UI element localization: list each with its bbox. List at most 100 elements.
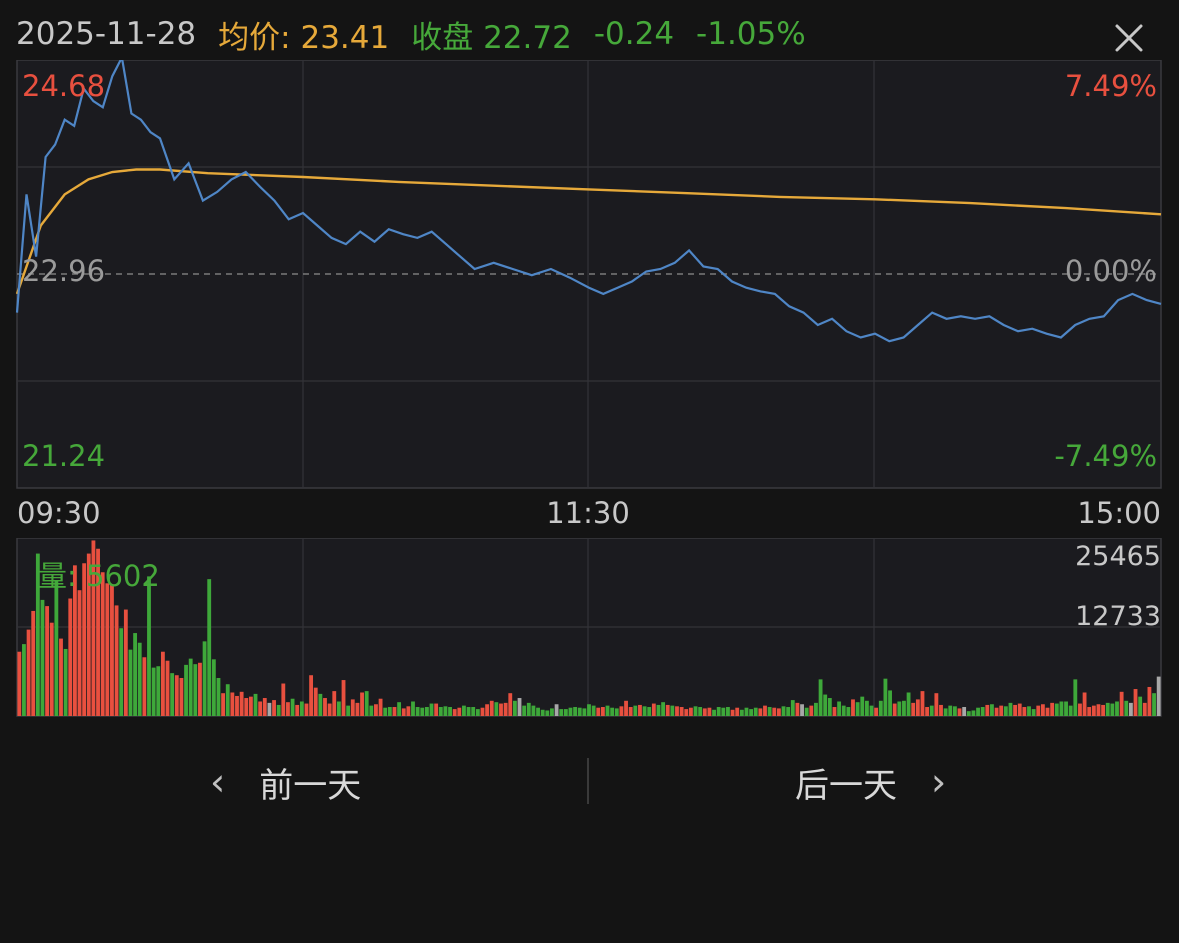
volume-bar — [137, 642, 142, 716]
volume-bar — [434, 703, 439, 716]
volume-bar — [35, 553, 40, 716]
volume-bar — [536, 707, 540, 716]
volume-bar — [401, 708, 406, 716]
volume-bar — [943, 708, 948, 716]
volume-bar — [1027, 706, 1031, 716]
volume-bar — [415, 707, 420, 716]
volume-bar — [369, 705, 374, 716]
volume-bar — [336, 701, 341, 716]
volume-bar — [897, 701, 902, 716]
volume-bar — [378, 698, 383, 716]
volume-bar — [142, 657, 147, 716]
time-label-midday: 11:30 — [546, 496, 630, 530]
volume-bar — [651, 703, 656, 716]
volume-bar — [286, 702, 290, 716]
trade-date: 2025-11-28 — [16, 16, 197, 52]
volume-bar — [531, 705, 536, 716]
volume-bar — [939, 704, 943, 716]
volume-bar — [1045, 707, 1050, 716]
volume-bar — [1068, 705, 1073, 716]
close-button[interactable] — [1113, 22, 1145, 54]
volume-bar — [1105, 702, 1110, 716]
volume-bar — [693, 706, 698, 716]
next-day-label: 后一天 — [795, 765, 897, 806]
volume-bar — [878, 700, 883, 716]
volume-bar — [587, 704, 591, 716]
volume-bar — [554, 704, 559, 716]
volume-bar — [244, 698, 249, 716]
volume-bar — [160, 651, 165, 716]
volume-bar — [471, 707, 476, 716]
volume-bar — [503, 702, 508, 716]
volume-bar — [156, 666, 161, 716]
prev-day-label: 前一天 — [259, 765, 362, 806]
volume-bar — [841, 705, 846, 716]
volume-bar — [211, 659, 216, 716]
prev-day-button[interactable]: ‹ 前一天 — [210, 752, 361, 812]
y-label-bottom: 21.24 — [22, 439, 105, 473]
volume-bar — [91, 540, 96, 716]
volume-bar — [299, 701, 304, 716]
volume-bar — [888, 690, 892, 716]
next-day-button[interactable]: 后一天 › — [795, 752, 946, 812]
volume-bar — [517, 698, 522, 716]
volume-bar — [489, 700, 494, 716]
volume-bar — [485, 704, 490, 716]
volume-bar — [304, 703, 309, 716]
volume-bar — [874, 707, 879, 716]
volume-bar — [985, 704, 990, 716]
volume-bar — [1115, 701, 1119, 716]
volume-bar — [1040, 704, 1045, 716]
volume-bar — [1142, 702, 1147, 716]
volume-bar — [188, 658, 193, 716]
volume-bar — [730, 709, 735, 716]
volume-bar — [77, 590, 82, 716]
volume-bar — [670, 705, 675, 716]
volume-bar — [114, 605, 119, 716]
volume-bar — [406, 706, 411, 716]
volume-bar — [568, 707, 573, 716]
pct-label-top: 7.49% — [1065, 69, 1157, 103]
volume-bar — [355, 702, 360, 716]
volume-bar — [318, 693, 323, 716]
volume-bar — [698, 707, 703, 716]
volume-bar — [262, 698, 267, 716]
volume-bar — [86, 553, 91, 716]
volume-bar — [239, 691, 244, 716]
volume-bar — [522, 705, 527, 716]
volume-bar — [82, 563, 87, 716]
volume-bar — [360, 692, 364, 716]
volume-bar — [198, 662, 202, 716]
volume-bar — [313, 687, 318, 716]
volume-bar — [1054, 703, 1059, 716]
volume-bar — [346, 705, 351, 716]
volume-bar — [605, 705, 610, 716]
volume-bar — [1050, 702, 1055, 716]
volume-bar — [253, 693, 258, 716]
volume-bar — [221, 693, 226, 716]
volume-bar — [739, 709, 744, 716]
volume-bar — [786, 707, 791, 716]
volume-bar — [661, 702, 666, 716]
volume-bar — [174, 675, 179, 716]
volume-bar — [920, 691, 925, 716]
volume-bar — [610, 707, 615, 716]
volume-bar — [1096, 704, 1101, 716]
volume-bar — [902, 700, 906, 716]
volume-bar — [1156, 676, 1161, 716]
volume-bar — [684, 709, 689, 716]
volume-bars — [17, 540, 1161, 716]
volume-bar — [170, 673, 175, 716]
volume-bar — [795, 702, 800, 716]
volume-bar — [624, 700, 628, 716]
volume-bar — [290, 698, 295, 716]
volume-bar — [1128, 702, 1133, 716]
volume-bar — [809, 705, 814, 716]
volume-bar — [17, 651, 22, 716]
volume-bar — [151, 667, 156, 716]
volume-bar — [1036, 705, 1041, 716]
volume-bar — [1003, 706, 1008, 716]
volume-mid-label: 12733 — [1075, 601, 1161, 632]
volume-bar — [1101, 704, 1106, 716]
